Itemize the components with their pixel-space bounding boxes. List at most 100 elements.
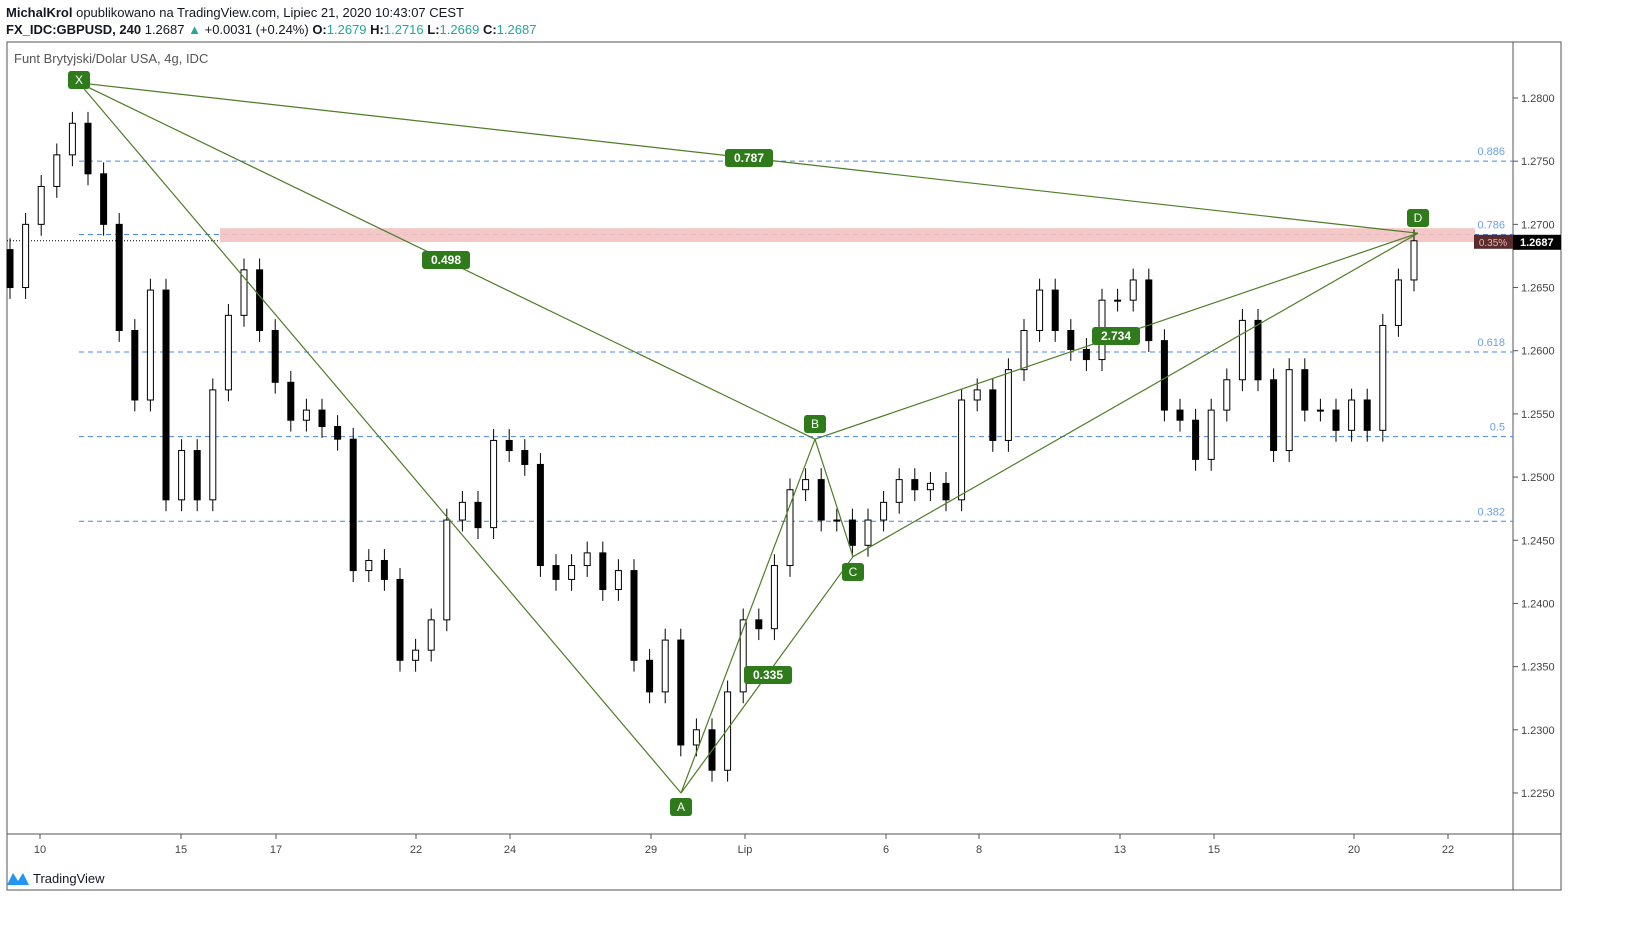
ratio-label: 0.335: [753, 668, 783, 682]
candle-body: [224, 314, 232, 391]
candle-body: [630, 570, 638, 661]
candle-body: [770, 565, 778, 630]
x-tick-label: 22: [1442, 844, 1454, 856]
candle-body: [427, 619, 435, 651]
open-label: O:: [312, 22, 327, 37]
x-tick-label: 10: [34, 844, 46, 856]
y-tick-label: 1.2500: [1521, 472, 1555, 484]
candle-body: [1332, 409, 1340, 431]
candle-body: [162, 289, 170, 501]
tradingview-logo[interactable]: TradingView: [6, 870, 105, 886]
ratio-label: 0.498: [431, 253, 461, 267]
pattern-point-label: X: [75, 73, 83, 87]
tradingview-logo-icon: [7, 873, 29, 885]
close-value: 1.2687: [496, 22, 537, 37]
candle-body: [490, 439, 498, 529]
pattern-point-label: C: [849, 565, 858, 579]
candle-body: [100, 173, 108, 225]
zone-percent-badge: [1474, 234, 1513, 249]
ratio-label: 2.734: [1101, 329, 1131, 343]
candle-body: [661, 639, 669, 693]
candle-body: [1285, 369, 1293, 452]
x-tick-label: Lip: [738, 844, 753, 856]
x-tick-label: 29: [645, 844, 657, 856]
candle-body: [365, 559, 373, 572]
candle-body: [1020, 330, 1028, 371]
candle-body: [53, 154, 61, 187]
candle-body: [458, 501, 466, 521]
candle-body: [146, 289, 154, 401]
high-value: 1.2716: [383, 22, 424, 37]
candle-body: [84, 122, 92, 175]
candle-body: [209, 389, 217, 501]
chart-legend: Funt Brytyjski/Dolar USA, 4g, IDC: [14, 51, 209, 66]
candle-body: [115, 223, 123, 332]
candle-body: [22, 223, 30, 289]
candle-body: [474, 501, 482, 529]
ratio-badge: [725, 149, 773, 167]
candle-body: [911, 479, 919, 491]
prz-zone: [220, 228, 1475, 243]
y-tick-label: 1.2600: [1521, 346, 1555, 358]
candle-body: [1394, 279, 1402, 326]
pattern-point-label: B: [811, 417, 819, 431]
candle-body: [583, 552, 591, 567]
pattern-point-label: D: [1414, 211, 1423, 225]
ratio-label: 0.787: [734, 151, 764, 165]
x-tick-label: 17: [270, 844, 282, 856]
ratio-badge: [744, 666, 792, 684]
y-tick-label: 1.2350: [1521, 662, 1555, 674]
last-price-badge: [1513, 234, 1561, 250]
candle-body: [833, 519, 841, 522]
fib-level-label: 0.382: [1477, 506, 1505, 518]
pattern-point-badge: [68, 71, 90, 89]
last-price: 1.2687: [144, 22, 185, 37]
candle-body: [1410, 240, 1418, 281]
x-tick-label: 22: [410, 844, 422, 856]
candle-body: [880, 501, 888, 521]
change: +0.0031 (+0.24%): [204, 22, 309, 37]
candle-body: [1067, 330, 1075, 350]
ratio-badge: [1092, 327, 1140, 345]
candle-body: [1160, 340, 1168, 411]
ratio-badge: [422, 251, 470, 269]
candle-body: [895, 479, 903, 503]
candle-body: [271, 330, 279, 383]
candle-body: [1223, 379, 1231, 411]
published-text: opublikowano na TradingView.com, Lipiec …: [76, 5, 464, 20]
candle-body: [724, 691, 732, 771]
pattern-point-label: A: [677, 800, 685, 814]
candle-body: [1129, 279, 1137, 301]
author[interactable]: MichalKrol: [6, 5, 73, 20]
pattern-leg-XA: [78, 82, 682, 794]
x-tick-label: 13: [1114, 844, 1126, 856]
candle-body: [1254, 319, 1262, 381]
candle-body: [958, 399, 966, 501]
pattern-leg-AB: [680, 438, 816, 794]
candle-body: [68, 122, 76, 156]
pattern-point-badge: [804, 415, 826, 433]
x-tick-label: 8: [976, 844, 982, 856]
y-tick-label: 1.2800: [1521, 93, 1555, 105]
candle-body: [1316, 409, 1324, 412]
pattern-leg-CD: [852, 232, 1419, 558]
candle-body: [1051, 289, 1059, 332]
candle-body: [287, 381, 295, 421]
candle-body: [1379, 324, 1387, 431]
candle-body: [178, 450, 186, 501]
candle-body: [614, 570, 622, 591]
candle-body: [692, 729, 700, 746]
candle-body: [1004, 369, 1012, 441]
candle-body: [1114, 299, 1122, 302]
high-label: H:: [370, 22, 384, 37]
candle-body: [443, 519, 451, 621]
last-price-label: 1.2687: [1520, 237, 1554, 249]
y-tick-label: 1.2650: [1521, 283, 1555, 295]
candle-body: [334, 426, 342, 440]
close-label: C:: [482, 22, 497, 37]
x-tick-label: 24: [504, 844, 516, 856]
y-tick-label: 1.2550: [1521, 409, 1555, 421]
y-tick-label: 1.2750: [1521, 156, 1555, 168]
candle-body: [989, 389, 997, 441]
